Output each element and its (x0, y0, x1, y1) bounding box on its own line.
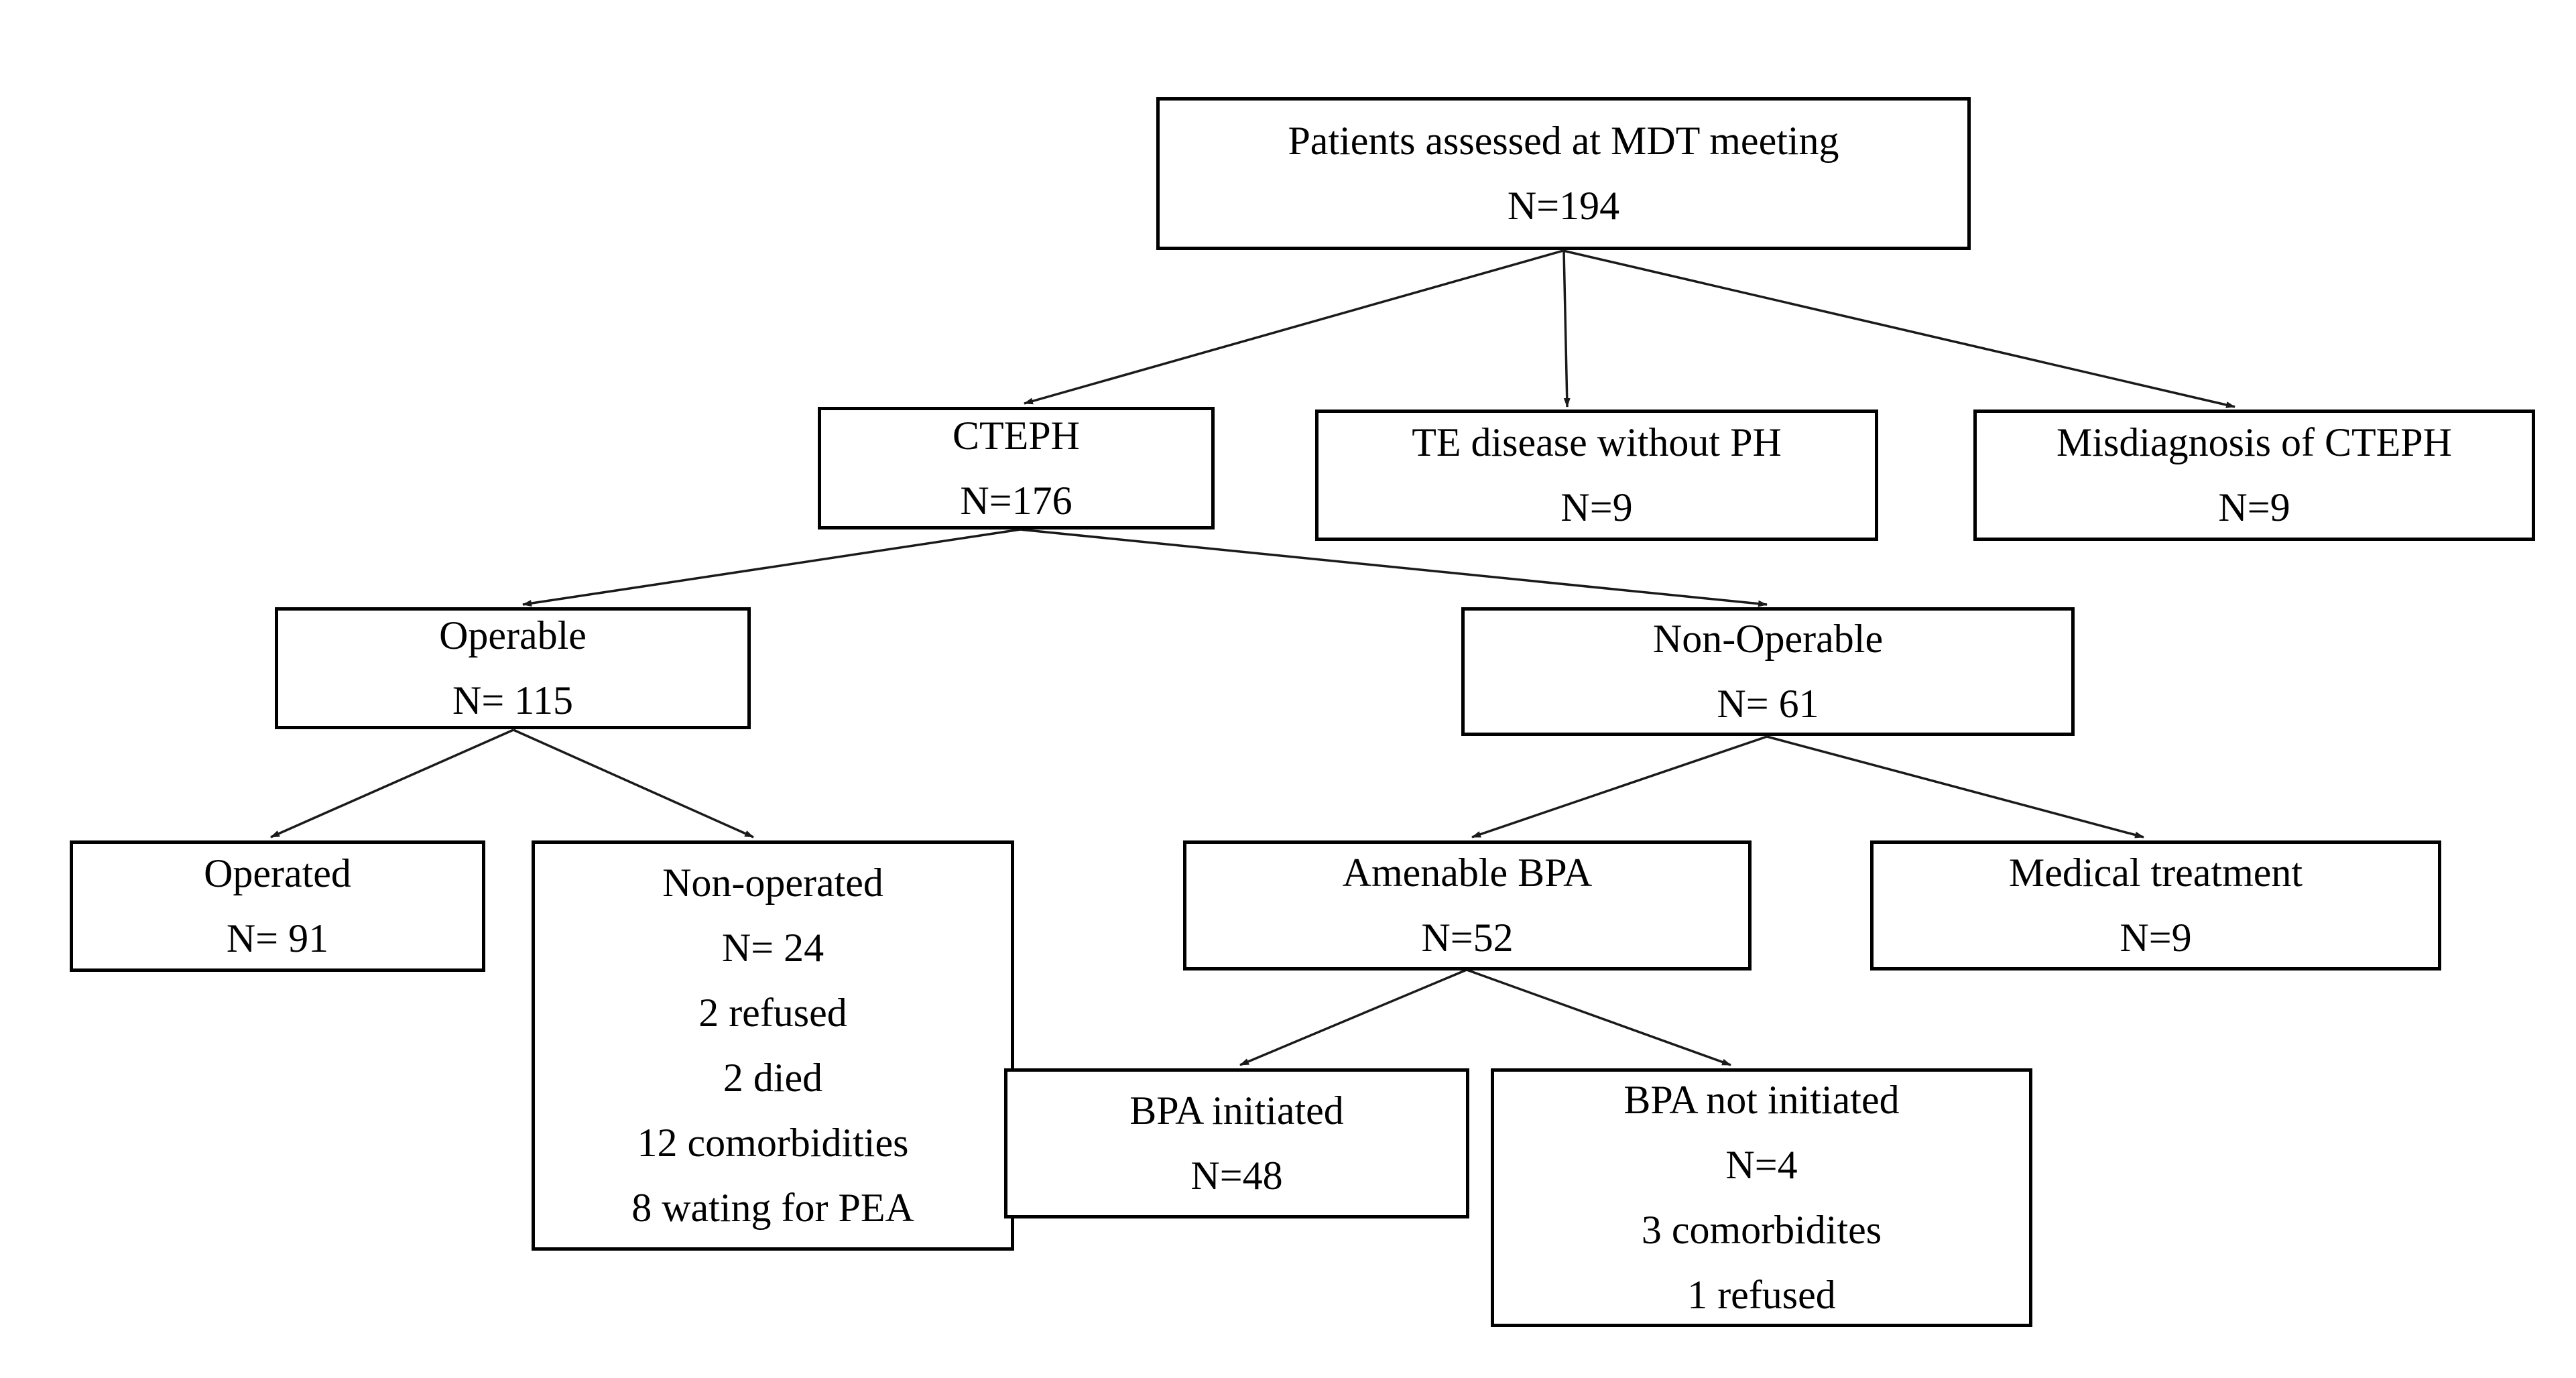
node-label: Operable (439, 613, 587, 657)
node-details: 2 refused 2 died 12 comorbidities 8 wating … (631, 981, 914, 1241)
node-cteph: CTEPH N=176 (818, 407, 1215, 529)
node-count: N=4 (1725, 1143, 1798, 1187)
node-bpa-initiated: BPA initiated N=48 (1004, 1068, 1469, 1218)
node-details: 3 comorbidites 1 refused (1642, 1198, 1882, 1328)
node-count: N= 61 (1717, 682, 1819, 726)
node-count: N=9 (2120, 916, 2192, 960)
node-count: N=9 (2218, 485, 2290, 529)
node-non-operable: Non-Operable N= 61 (1461, 607, 2075, 736)
node-misdiagnosis-of-cteph: Misdiagnosis of CTEPH N=9 (1973, 410, 2535, 541)
arrow-operable-to-nonoperated (513, 729, 754, 838)
node-label: Amenable BPA (1342, 851, 1593, 895)
arrow-mdt-to-cteph (1024, 249, 1564, 405)
node-count: N= 24 (721, 926, 824, 970)
node-patients-assessed-mdt: Patients assessed at MDT meeting N=194 (1156, 97, 1971, 250)
arrow-nonoperable-to-medical (1766, 735, 2144, 838)
node-label: Operated (204, 851, 351, 895)
arrow-nonoperable-to-amenable (1471, 735, 1768, 838)
node-count: N=52 (1421, 916, 1514, 960)
arrow-amenable-to-bpanot (1466, 968, 1731, 1066)
node-count: N=194 (1507, 184, 1620, 228)
arrow-cteph-to-nonoperable (1020, 528, 1768, 607)
node-te-disease-without-ph: TE disease without PH N=9 (1315, 410, 1878, 541)
node-label: Non-operated (662, 861, 883, 905)
detail-line: 1 refused (1687, 1273, 1836, 1317)
node-bpa-not-initiated: BPA not initiated N=4 3 comorbidites 1 re… (1491, 1068, 2032, 1327)
node-non-operated: Non-operated N= 24 2 refused 2 died 12 com… (532, 840, 1014, 1251)
detail-line: 2 died (723, 1056, 823, 1100)
node-label: TE disease without PH (1412, 420, 1782, 464)
node-operated: Operated N= 91 (70, 840, 485, 972)
detail-line: 3 comorbidites (1641, 1208, 1882, 1252)
node-operable: Operable N= 115 (275, 607, 751, 729)
node-count: N=9 (1560, 485, 1633, 529)
node-count: N=48 (1190, 1153, 1283, 1198)
detail-line: 8 wating for PEA (631, 1186, 914, 1230)
node-medical-treatment: Medical treatment N=9 (1870, 840, 2441, 970)
node-label: BPA not initiated (1623, 1078, 1900, 1122)
node-label: BPA initiated (1129, 1088, 1344, 1133)
node-label: Misdiagnosis of CTEPH (2056, 420, 2453, 464)
node-label: CTEPH (952, 413, 1081, 458)
node-count: N=176 (960, 478, 1072, 523)
arrow-operable-to-operated (270, 729, 514, 838)
node-label: Non-Operable (1652, 617, 1884, 661)
detail-line: 12 comorbidities (637, 1121, 909, 1165)
node-count: N= 91 (226, 916, 329, 960)
node-count: N= 115 (452, 678, 573, 723)
detail-line: 2 refused (698, 991, 847, 1035)
node-label: Patients assessed at MDT meeting (1288, 119, 1839, 163)
arrow-mdt-to-misdiagnosis (1562, 249, 2235, 408)
node-amenable-bpa: Amenable BPA N=52 (1183, 840, 1752, 970)
arrow-amenable-to-bpainit (1239, 968, 1467, 1066)
arrow-mdt-to-te (1562, 250, 1571, 408)
node-label: Medical treatment (2008, 851, 2303, 895)
arrow-cteph-to-operable (522, 528, 1021, 607)
